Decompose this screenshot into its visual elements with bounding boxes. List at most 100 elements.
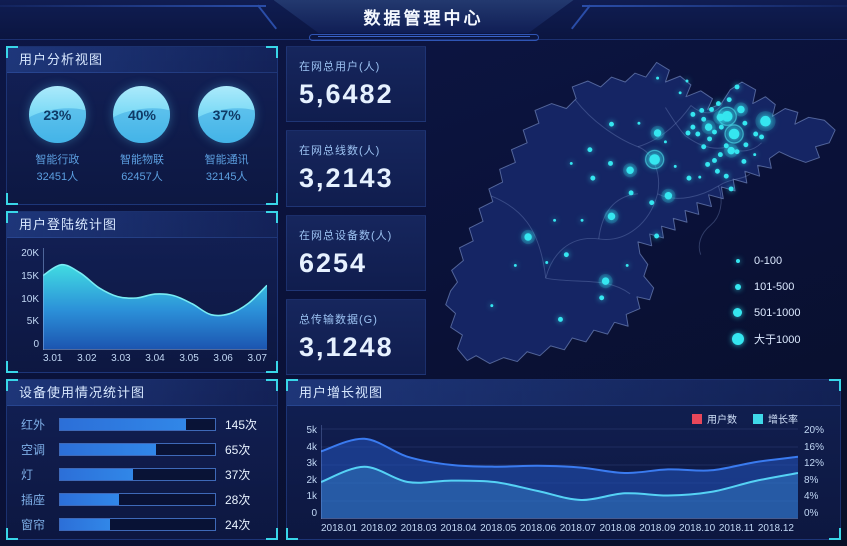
map-bubble[interactable] bbox=[649, 154, 660, 165]
map-bubble[interactable] bbox=[715, 101, 721, 107]
map-bubble[interactable] bbox=[712, 129, 717, 135]
map-bubble[interactable] bbox=[601, 277, 610, 285]
map-bubble[interactable] bbox=[718, 124, 724, 130]
map-svg[interactable] bbox=[430, 46, 842, 375]
map-bubble[interactable] bbox=[704, 123, 713, 131]
legend-item-growth-rate[interactable]: 增长率 bbox=[753, 411, 798, 426]
map-bubble[interactable] bbox=[743, 142, 749, 148]
map-bubble[interactable] bbox=[721, 111, 733, 122]
map-bubble[interactable] bbox=[760, 115, 771, 127]
map-bubble[interactable] bbox=[599, 295, 605, 301]
circle-item[interactable]: 37% 智能通讯 32145人 bbox=[187, 86, 267, 186]
map-bubble[interactable] bbox=[608, 160, 613, 166]
map-bubble[interactable] bbox=[726, 97, 732, 103]
axis-tick: 0 bbox=[311, 507, 317, 519]
map-bubble[interactable] bbox=[742, 120, 748, 126]
map-bubble[interactable] bbox=[563, 252, 569, 258]
map-legend: 0-100 101-500 501-1000 大于1000 bbox=[730, 252, 801, 356]
map-bubble[interactable] bbox=[709, 107, 714, 112]
login-area-chart[interactable] bbox=[43, 248, 267, 350]
map-bubble[interactable] bbox=[734, 149, 740, 155]
usage-bar-row[interactable]: 红外 145次 bbox=[21, 418, 265, 432]
map-bubble[interactable] bbox=[653, 129, 662, 137]
map-bubble[interactable] bbox=[698, 175, 702, 179]
map-bubble[interactable] bbox=[626, 166, 634, 175]
map-bubble[interactable] bbox=[741, 159, 747, 164]
map-bubble[interactable] bbox=[686, 175, 692, 181]
axis-tick: 5K bbox=[26, 316, 39, 328]
map-bubble[interactable] bbox=[701, 116, 707, 122]
panel-title: 设备使用情况统计图 bbox=[7, 380, 277, 406]
axis-tick: 3.05 bbox=[179, 353, 199, 364]
circle-label: 智能物联 62457人 bbox=[120, 152, 164, 186]
map-bubble[interactable] bbox=[625, 263, 629, 267]
map-bubble[interactable] bbox=[664, 192, 673, 200]
map-bubble[interactable] bbox=[690, 111, 696, 117]
circle-item[interactable]: 23% 智能行政 32451人 bbox=[17, 86, 97, 186]
map-bubble[interactable] bbox=[699, 107, 705, 113]
map-bubble[interactable] bbox=[728, 186, 734, 192]
usage-bar-row[interactable]: 空调 65次 bbox=[21, 443, 265, 457]
map-bubble[interactable] bbox=[587, 147, 593, 153]
map-bubble-ring bbox=[724, 124, 744, 144]
map-bubble[interactable] bbox=[569, 161, 573, 165]
map-bubble[interactable] bbox=[654, 233, 660, 239]
map-bubble[interactable] bbox=[678, 91, 682, 95]
map-bubble[interactable] bbox=[717, 152, 723, 158]
map-bubble[interactable] bbox=[727, 146, 735, 155]
map-bubble[interactable] bbox=[609, 121, 614, 127]
usage-bar-row[interactable]: 窗帘 24次 bbox=[21, 518, 265, 532]
map-bubble[interactable] bbox=[685, 130, 691, 136]
map-bubble[interactable] bbox=[695, 131, 701, 137]
usage-bar-row[interactable]: 灯 37次 bbox=[21, 468, 265, 482]
header-underline bbox=[308, 34, 539, 41]
usage-bar-row[interactable]: 插座 28次 bbox=[21, 493, 265, 507]
axis-tick: 2018.05 bbox=[480, 523, 517, 534]
map-bubble[interactable] bbox=[728, 128, 740, 140]
map-bubble[interactable] bbox=[734, 84, 740, 90]
map-bubble[interactable] bbox=[701, 144, 707, 150]
map-bubbles[interactable] bbox=[490, 76, 776, 322]
map-bubble[interactable] bbox=[580, 218, 584, 222]
map-bubble[interactable] bbox=[753, 153, 757, 157]
kpi-label: 在网总设备数(人) bbox=[299, 229, 393, 242]
map-bubble[interactable] bbox=[545, 261, 549, 264]
map-bubble[interactable] bbox=[685, 79, 689, 83]
map-legend-row: 大于1000 bbox=[730, 330, 801, 347]
map-bubble[interactable] bbox=[553, 218, 557, 222]
map-bubble[interactable] bbox=[753, 131, 759, 137]
map-bubble[interactable] bbox=[490, 304, 494, 308]
map-bubble[interactable] bbox=[716, 113, 725, 122]
map-bubble[interactable] bbox=[707, 136, 713, 142]
map-bubble[interactable] bbox=[513, 263, 517, 267]
map-bubble[interactable] bbox=[656, 76, 660, 80]
kpi-column: 在网总用户(人) 5,6482 在网总线数(人) 3,2143 在网总设备数(人… bbox=[286, 46, 426, 375]
map-bubble[interactable] bbox=[590, 175, 596, 181]
map-bubble[interactable] bbox=[663, 140, 667, 144]
map-bubble[interactable] bbox=[524, 233, 532, 241]
map-bubble[interactable] bbox=[712, 158, 717, 163]
map-bubble[interactable] bbox=[690, 124, 696, 130]
map-bubble[interactable] bbox=[759, 134, 765, 140]
map-bubble[interactable] bbox=[607, 212, 616, 221]
kpi-value: 5,6482 bbox=[299, 79, 394, 110]
map-legend-label: 101-500 bbox=[754, 280, 795, 293]
map-bubble[interactable] bbox=[723, 143, 729, 149]
region-bubble-map[interactable]: 0-100 101-500 501-1000 大于1000 bbox=[430, 46, 842, 375]
axis-tick: 2018.01 bbox=[321, 523, 358, 534]
usage-bar-fill bbox=[60, 444, 157, 455]
circle-item[interactable]: 40% 智能物联 62457人 bbox=[102, 86, 182, 186]
map-bubble[interactable] bbox=[723, 173, 729, 179]
map-bubble[interactable] bbox=[628, 190, 634, 196]
map-bubble[interactable] bbox=[558, 316, 563, 322]
map-bubble[interactable] bbox=[649, 200, 655, 206]
legend-label: 增长率 bbox=[768, 415, 798, 426]
growth-area-chart[interactable] bbox=[321, 425, 798, 519]
map-bubble[interactable] bbox=[673, 164, 677, 168]
growth-chart-box: 用户数 增长率 5k 4k 3k 2k 1k 0 20% 16% 12% 8% 4% 0% 2018… bbox=[287, 406, 840, 534]
map-bubble[interactable] bbox=[705, 161, 711, 167]
map-bubble[interactable] bbox=[737, 105, 745, 114]
map-bubble[interactable] bbox=[637, 121, 641, 125]
legend-item-users[interactable]: 用户数 bbox=[692, 411, 737, 426]
map-bubble[interactable] bbox=[714, 168, 720, 174]
